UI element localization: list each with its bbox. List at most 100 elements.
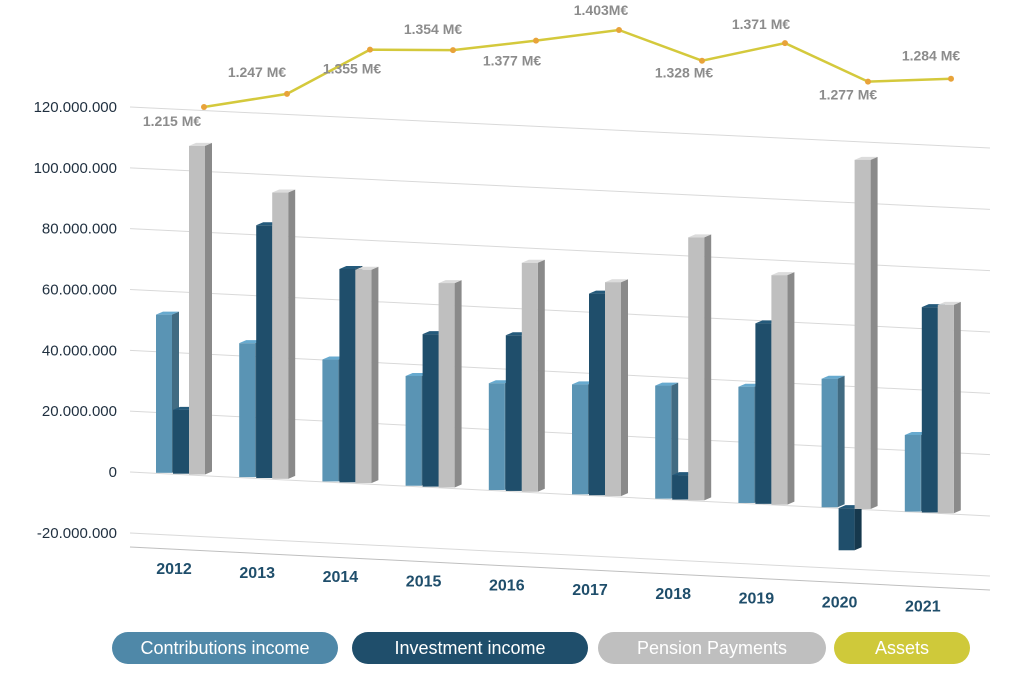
x-tick-label: 2014	[323, 569, 359, 586]
x-tick-label: 2018	[655, 586, 691, 603]
bar-top	[438, 280, 462, 284]
bar-side	[454, 280, 462, 488]
assets-data-label: 1.284 M€	[902, 48, 961, 64]
bar-top	[189, 142, 212, 146]
bar-contributions-income	[405, 375, 422, 486]
assets-point	[865, 78, 871, 85]
assets-point	[201, 104, 207, 110]
assets-data-label: 1.371 M€	[732, 16, 791, 32]
assets-point	[948, 75, 954, 82]
bar-side	[537, 259, 545, 492]
bar-contributions-income	[156, 314, 172, 473]
legend-item-contributions-income: Contributions income	[112, 632, 338, 664]
assets-point	[699, 57, 705, 64]
y-tick-label: 100.000.000	[34, 160, 117, 177]
bar-pension-payments	[937, 304, 954, 514]
bar-side	[371, 266, 379, 484]
bar-top	[688, 234, 712, 238]
bar-side	[870, 156, 878, 509]
bar-contributions-income	[322, 359, 339, 482]
x-tick-label: 2013	[239, 565, 275, 582]
bar-investment-income	[672, 475, 689, 500]
bar-side	[288, 189, 296, 479]
bar-pension-payments	[605, 282, 621, 497]
assets-data-label: 1.355 M€	[323, 61, 382, 77]
legend-item-investment-income: Investment income	[352, 632, 588, 664]
gridline	[129, 532, 991, 577]
bar-side	[704, 234, 712, 501]
bar-contributions-income	[572, 384, 588, 495]
bar-top	[605, 279, 628, 283]
assets-point	[367, 46, 373, 53]
bar-top	[821, 375, 845, 379]
assets-point	[782, 40, 788, 47]
bar-pension-payments	[521, 262, 538, 492]
bar-top	[937, 301, 961, 305]
assets-data-label: 1.403M€	[574, 2, 629, 18]
bar-top	[339, 265, 363, 269]
bar-pension-payments	[189, 145, 205, 475]
assets-data-label: 1.354 M€	[404, 21, 463, 37]
y-tick-label: 0	[109, 464, 117, 481]
bar-contributions-income	[738, 386, 755, 503]
x-tick-label: 2015	[406, 573, 442, 590]
x-tick-label: 2016	[489, 578, 525, 595]
bar-side	[837, 375, 845, 508]
bar-investment-income	[422, 334, 439, 487]
bar-side	[854, 505, 862, 551]
assets-point	[284, 90, 290, 97]
x-tick-label: 2020	[822, 594, 858, 611]
bar-investment-income	[921, 307, 938, 513]
gridline	[129, 106, 991, 149]
bar-side	[671, 382, 679, 499]
bar-pension-payments	[688, 237, 705, 501]
bar-investment-income	[339, 268, 356, 483]
bar-pension-payments	[854, 159, 871, 509]
y-tick-label: 80.000.000	[42, 221, 117, 238]
gridline	[129, 167, 991, 210]
y-tick-label: 20.000.000	[42, 403, 117, 420]
bar-contributions-income	[655, 385, 672, 499]
bar-pension-payments	[438, 283, 455, 488]
assets-data-label: 1.328 M€	[655, 65, 714, 81]
legend-item-pension-payments: Pension Payments	[598, 632, 826, 664]
y-tick-label: 60.000.000	[42, 282, 117, 299]
assets-data-label: 1.277 M€	[819, 87, 878, 103]
assets-point	[616, 27, 622, 33]
bar-investment-income	[755, 323, 772, 504]
legend-item-assets: Assets	[834, 632, 970, 664]
bar-top	[156, 311, 179, 315]
bar-pension-payments	[771, 275, 788, 505]
bar-pension-payments	[355, 269, 372, 484]
x-tick-label: 2012	[156, 561, 192, 578]
bar-top	[272, 189, 296, 193]
x-tick-label: 2019	[739, 590, 775, 607]
bar-top	[655, 382, 679, 386]
bar-investment-income	[505, 335, 522, 491]
bar-side	[787, 272, 795, 505]
assets-data-label: 1.377 M€	[483, 53, 542, 69]
assets-data-label: 1.247 M€	[228, 64, 287, 80]
bar-top	[521, 259, 545, 263]
assets-data-label: 1.215 M€	[143, 113, 202, 129]
bar-investment-income	[838, 508, 855, 551]
x-tick-label: 2021	[905, 599, 941, 616]
legend: Contributions income Investment income P…	[112, 632, 972, 666]
bar-pension-payments	[272, 192, 289, 479]
bar-contributions-income	[488, 383, 505, 491]
bar-top	[771, 272, 795, 276]
assets-line	[203, 28, 952, 109]
floor-line	[129, 546, 991, 591]
y-tick-label: 120.000.000	[34, 99, 117, 116]
y-tick-label: -20.000.000	[37, 525, 117, 542]
bar-top	[854, 156, 878, 160]
bar-investment-income	[256, 225, 273, 479]
assets-point	[450, 47, 456, 54]
bar-side	[621, 279, 628, 497]
bar-side	[953, 301, 961, 514]
bar-side	[205, 142, 212, 475]
x-tick-label: 2017	[572, 582, 608, 599]
bar-contributions-income	[904, 434, 921, 512]
y-tick-label: 40.000.000	[42, 342, 117, 359]
